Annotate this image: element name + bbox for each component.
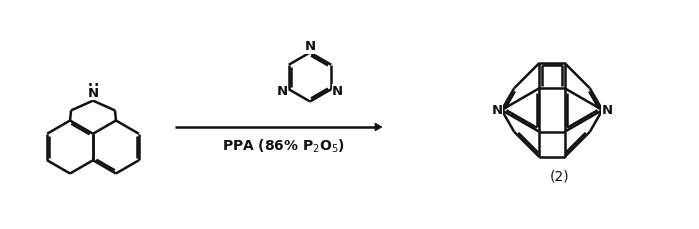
Text: N: N xyxy=(332,85,343,98)
Text: H: H xyxy=(87,82,99,95)
Text: N: N xyxy=(601,104,612,117)
Polygon shape xyxy=(375,123,382,131)
Text: N: N xyxy=(491,104,503,117)
Text: PPA (86% P$_2$O$_5$): PPA (86% P$_2$O$_5$) xyxy=(222,138,345,155)
Text: N: N xyxy=(277,85,288,98)
Text: N: N xyxy=(305,41,315,54)
Text: (2): (2) xyxy=(550,169,570,183)
Text: N: N xyxy=(87,87,99,100)
